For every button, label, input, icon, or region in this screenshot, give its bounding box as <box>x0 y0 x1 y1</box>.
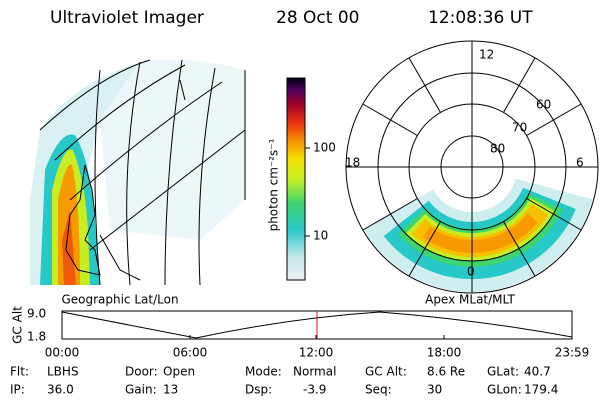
mlt-label: 12 <box>479 48 494 62</box>
status-value: 40.7 <box>524 365 551 379</box>
altitude-ytick-label: 1.8 <box>27 330 46 344</box>
status-label: IP: <box>10 383 25 397</box>
status-label: Gain: <box>125 383 157 397</box>
date: 28 Oct 00 <box>276 8 359 28</box>
colorbar-tick-label: 10 <box>313 229 328 243</box>
status-label: Dsp: <box>245 383 272 397</box>
status-label: Door: <box>125 365 158 379</box>
status-value: Normal <box>293 365 336 379</box>
mlat-label: 60 <box>536 98 551 112</box>
altitude-xtick-label: 18:00 <box>427 346 462 360</box>
time: 12:08:36 UT <box>428 8 533 28</box>
status-value: 36.0 <box>47 383 74 397</box>
geographic-image <box>30 59 246 286</box>
status-value: 13 <box>163 383 178 397</box>
status-value: 8.6 Re <box>427 365 465 379</box>
status-label: GLat: <box>487 365 519 379</box>
colorbar <box>286 77 306 281</box>
status-label: GLon: <box>487 383 522 397</box>
mlt-label: 0 <box>467 265 475 279</box>
altitude-xtick-label: 06:00 <box>173 346 208 360</box>
mlat-label: 70 <box>512 121 527 135</box>
polar-image <box>363 178 593 293</box>
altitude-xtick-label: 23:59 <box>555 346 590 360</box>
left-panel-label: Geographic Lat/Lon <box>61 293 178 307</box>
status-label: Mode: <box>245 365 282 379</box>
status-value: -3.9 <box>303 383 326 397</box>
instrument: Ultraviolet Imager <box>50 8 204 28</box>
status-label: Flt: <box>10 365 29 379</box>
altitude-ytick-label: 9.0 <box>27 307 46 321</box>
right-panel-label: Apex MLat/MLT <box>425 293 515 307</box>
status-label: Seq: <box>365 383 392 397</box>
status-value: 30 <box>427 383 442 397</box>
altitude-curve <box>61 311 573 339</box>
status-label: GC Alt: <box>365 365 407 379</box>
status-value: LBHS <box>47 365 79 379</box>
colorbar-label: photon cm⁻²s⁻¹ <box>267 138 281 231</box>
status-value: 179.4 <box>524 383 558 397</box>
mlt-label: 6 <box>576 156 584 170</box>
altitude-xtick-label: 00:00 <box>45 346 80 360</box>
polar-grid <box>345 40 599 294</box>
mlt-label: 18 <box>345 156 360 170</box>
altitude-ylabel: GC Alt <box>11 306 25 344</box>
colorbar-tick-label: 100 <box>313 141 336 155</box>
altitude-xtick-label: 12:00 <box>299 346 334 360</box>
status-value: Open <box>163 365 195 379</box>
mlat-label: 80 <box>490 142 505 156</box>
